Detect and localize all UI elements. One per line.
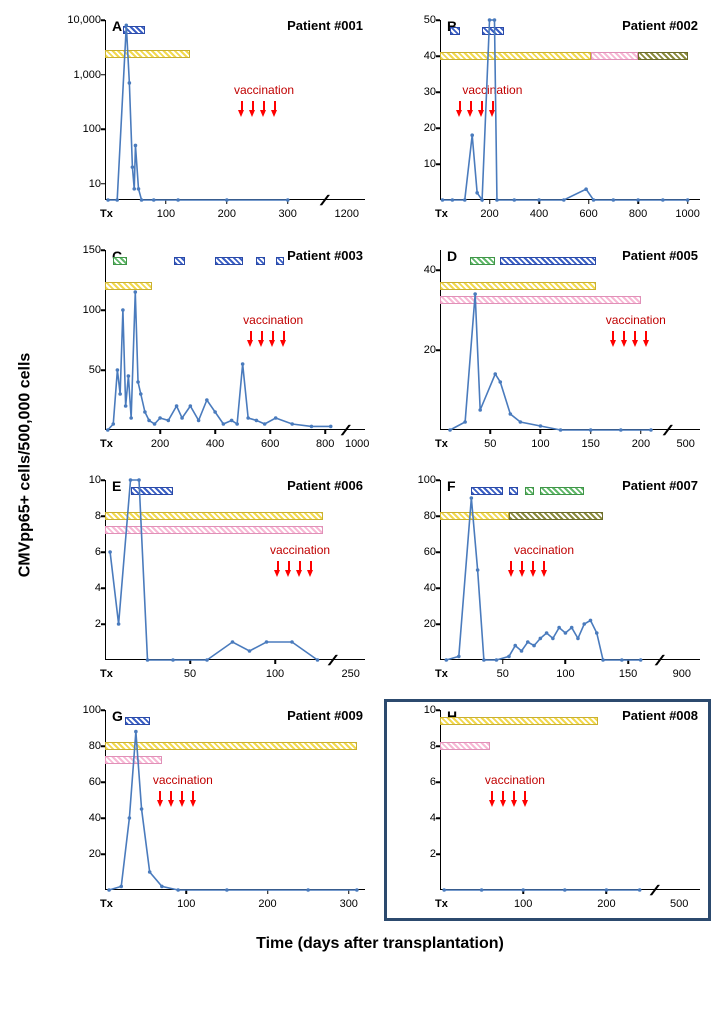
panel-g: GPatient #00920406080100Tx100200300vacci… (50, 700, 375, 920)
data-series (385, 240, 710, 460)
panel-b: BPatient #0021020304050Tx200400600800100… (385, 10, 710, 230)
data-series (50, 470, 375, 690)
figure: CMVpp65+ cells/500,000 cells APatient #0… (10, 10, 710, 960)
data-series (50, 240, 375, 460)
panel-f: FPatient #00720406080100Tx50100150//900v… (385, 470, 710, 690)
data-series (50, 10, 375, 230)
panel-c: CPatient #00350100150Tx200400600800//100… (50, 240, 375, 460)
panel-h: HPatient #008246810Tx100200//500vaccinat… (385, 700, 710, 920)
data-series (385, 700, 710, 920)
data-series (385, 470, 710, 690)
x-axis-label: Time (days after transplantation) (50, 930, 710, 960)
data-series (385, 10, 710, 230)
data-series (50, 700, 375, 920)
panel-e: EPatient #006246810Tx50100//250vaccinati… (50, 470, 375, 690)
panel-a: APatient #001101001,00010,000Tx100200300… (50, 10, 375, 230)
panel-d: DPatient #0052040Tx50100150200//500vacci… (385, 240, 710, 460)
y-axis-label: CMVpp65+ cells/500,000 cells (10, 10, 40, 920)
